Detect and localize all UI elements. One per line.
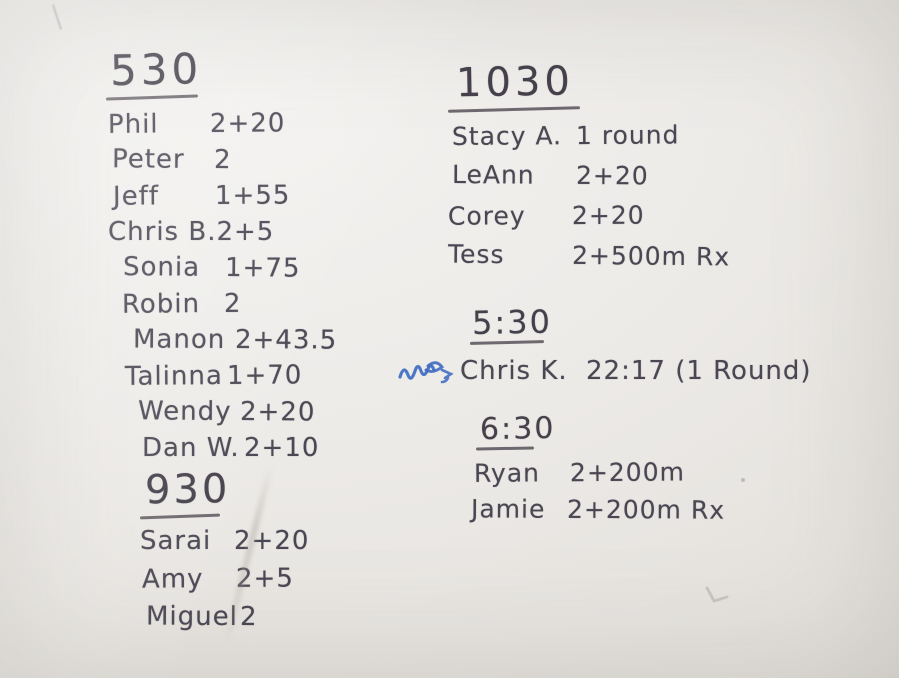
score-row: Talinna 1+70	[125, 360, 330, 398]
score-row: Manon 2+43.5	[133, 324, 337, 361]
surface-scratch	[52, 4, 62, 30]
score-row: Wendy 2+20	[138, 396, 342, 433]
athlete-name: Sonia	[122, 252, 201, 283]
score-row: Ryan 2+200m	[474, 457, 728, 496]
athlete-score: 22:17 (1 Round)	[586, 356, 812, 386]
class-section-530: 530 Phil 2+20 Peter 2 Jeff 1+55 Chris B. 2+5…	[104, 44, 337, 469]
athlete-name: Jamie	[470, 494, 546, 524]
athlete-name: Chris K.	[460, 356, 568, 386]
score-list-630: Ryan 2+200m Jamie 2+200m Rx	[471, 457, 728, 532]
title-underline	[475, 446, 535, 451]
athlete-name: LeAnn	[451, 160, 535, 190]
score-list-530: Phil 2+20 Peter 2 Jeff 1+55 Chris B. 2+5 Son…	[104, 108, 337, 469]
score-row: Peter 2	[112, 144, 316, 181]
athlete-name: Phil	[107, 109, 159, 140]
athlete-score: 2+20	[234, 526, 310, 556]
athlete-name: Corey	[447, 201, 526, 231]
athlete-score: 2+5	[216, 217, 275, 247]
athlete-name: Peter	[111, 144, 185, 175]
blue-scribble-icon	[398, 356, 456, 386]
athlete-score: 2+500m Rx	[571, 240, 731, 272]
athlete-score: 2+20	[209, 108, 286, 140]
athlete-score: 2	[223, 288, 242, 320]
section-title-1030: 1030	[455, 58, 575, 107]
athlete-name: Amy	[141, 564, 204, 595]
score-row: Sarai 2+20	[140, 526, 309, 564]
athlete-score: 2+43.5	[234, 324, 338, 356]
score-row: Jamie 2+200m Rx	[471, 494, 725, 532]
stray-dot	[741, 478, 745, 482]
score-row: Corey 2+20	[448, 200, 730, 241]
score-row: Sonia 1+75	[123, 252, 328, 290]
class-section-630: 6:30 Ryan 2+200m Jamie 2+200m Rx	[471, 410, 728, 532]
athlete-name: Jeff	[112, 181, 160, 212]
title-underline	[139, 513, 221, 520]
score-list-930: Sarai 2+20 Amy 2+5 Miguel 2	[140, 526, 309, 640]
class-section-1030: 1030 Stacy A. 1 round LeAnn 2+20 Corey 2+20…	[448, 58, 730, 281]
section-title-530pm: 5:30	[471, 302, 553, 342]
athlete-score: 1+70	[226, 360, 303, 392]
score-row: Dan W. 2+10	[142, 433, 346, 469]
score-row: Stacy A. 1 round	[452, 120, 734, 162]
class-section-930: 930 Sarai 2+20 Amy 2+5 Miguel 2	[139, 465, 309, 640]
score-row: Chris K. 22:17 (1 Round)	[398, 350, 812, 392]
section-title-930: 930	[144, 465, 231, 514]
score-row: Jeff 1+55	[113, 180, 317, 217]
athlete-name: Talinna	[124, 361, 223, 392]
class-section-530pm: 5:30 Chris K. 22:17 (1 Round)	[398, 301, 812, 392]
score-row: Amy 2+5	[142, 563, 312, 602]
athlete-score: 1+55	[214, 180, 291, 212]
athlete-name: Ryan	[473, 458, 541, 488]
athlete-name: Wendy	[137, 396, 232, 427]
section-title-630: 6:30	[479, 410, 556, 448]
title-underline	[105, 94, 199, 101]
athlete-name: Stacy A.	[451, 121, 563, 151]
athlete-score: 1 round	[575, 120, 680, 151]
athlete-score: 2+20	[571, 200, 645, 231]
athlete-name: Chris B.	[108, 217, 217, 247]
score-row: Chris B. 2+5	[108, 217, 312, 253]
athlete-score: 2+200m Rx	[566, 494, 726, 525]
score-row: Tess 2+500m Rx	[448, 240, 730, 283]
title-underline	[469, 340, 545, 345]
score-row: Phil 2+20	[108, 108, 313, 146]
athlete-score: 2+20	[575, 160, 649, 191]
score-list-1030: Stacy A. 1 round LeAnn 2+20 Corey 2+20 Tess…	[448, 120, 730, 283]
faint-check-mark	[704, 586, 730, 610]
athlete-name: Tess	[447, 239, 505, 270]
athlete-score: 1+75	[224, 252, 301, 284]
athlete-name: Robin	[121, 289, 201, 320]
athlete-score: 2+10	[244, 433, 320, 463]
athlete-score: 2	[213, 144, 232, 176]
section-title-530: 530	[109, 44, 203, 96]
score-row: LeAnn 2+20	[452, 160, 734, 202]
athlete-score: 2	[239, 602, 258, 633]
athlete-score: 2+200m	[569, 457, 686, 488]
athlete-name: Dan W.	[142, 433, 240, 463]
score-row: Robin 2	[122, 288, 326, 325]
title-underline	[447, 106, 581, 113]
athlete-name: Manon	[132, 324, 226, 355]
score-list-530pm: Chris K. 22:17 (1 Round)	[398, 350, 812, 392]
athlete-name: Sarai	[140, 526, 212, 556]
athlete-score: 2+20	[239, 396, 316, 428]
